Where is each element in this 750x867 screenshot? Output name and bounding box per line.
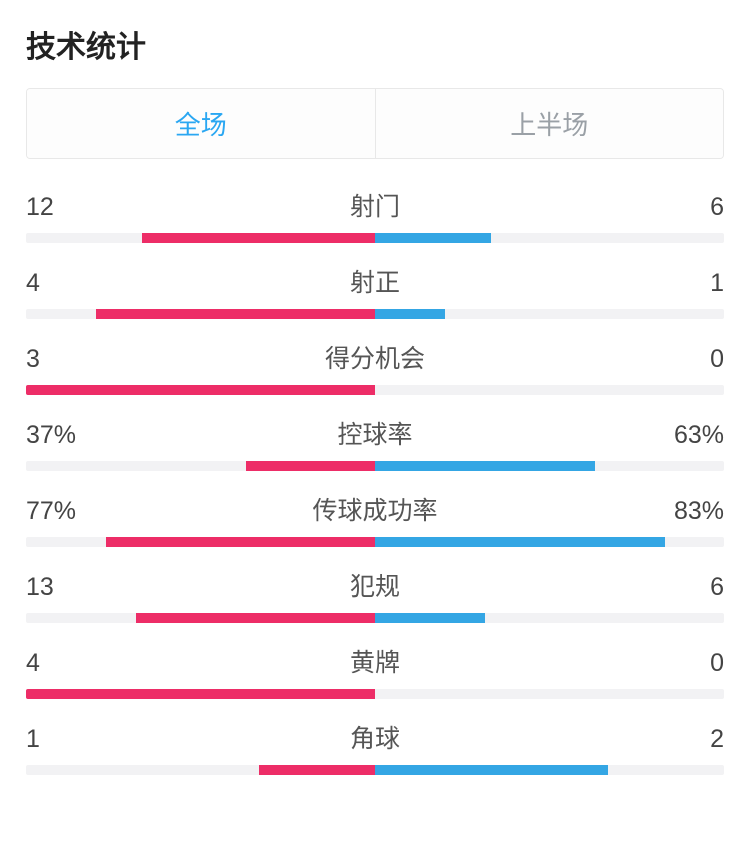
stat-value-left: 37%	[26, 421, 86, 450]
stat-name: 控球率	[86, 415, 664, 451]
stat-bar-right	[375, 537, 665, 547]
stats-panel: 技术统计 全场 上半场 12射门64射正13得分机会037%控球率63%77%传…	[0, 0, 750, 775]
stat-name: 角球	[86, 719, 664, 755]
stat-bar	[26, 613, 724, 623]
stat-value-left: 77%	[26, 497, 86, 526]
stat-labels: 4射正1	[26, 263, 724, 299]
stat-labels: 37%控球率63%	[26, 415, 724, 451]
stat-bar	[26, 461, 724, 471]
stat-name: 得分机会	[86, 339, 664, 375]
stat-bar-right	[375, 613, 485, 623]
stat-value-left: 13	[26, 573, 86, 602]
stat-bar-left	[26, 689, 375, 699]
stat-labels: 77%传球成功率83%	[26, 491, 724, 527]
stat-bar-right	[375, 309, 445, 319]
stats-list: 12射门64射正13得分机会037%控球率63%77%传球成功率83%13犯规6…	[26, 187, 724, 775]
stat-labels: 12射门6	[26, 187, 724, 223]
stat-bar	[26, 765, 724, 775]
stat-value-right: 6	[664, 573, 724, 602]
stat-bar	[26, 233, 724, 243]
stat-labels: 3得分机会0	[26, 339, 724, 375]
stat-name: 传球成功率	[86, 491, 664, 527]
tab-full-match[interactable]: 全场	[27, 89, 375, 158]
stat-value-right: 1	[664, 269, 724, 298]
tab-bar: 全场 上半场	[26, 88, 724, 159]
stat-bar-left	[136, 613, 375, 623]
stat-row: 37%控球率63%	[26, 415, 724, 471]
stat-bar-right	[375, 461, 595, 471]
stat-labels: 13犯规6	[26, 567, 724, 603]
stat-name: 黄牌	[86, 643, 664, 679]
stat-value-right: 63%	[664, 421, 724, 450]
stat-value-left: 3	[26, 345, 86, 374]
stat-row: 12射门6	[26, 187, 724, 243]
stat-name: 射正	[86, 263, 664, 299]
stat-bar-left	[246, 461, 375, 471]
stat-value-left: 4	[26, 269, 86, 298]
stat-bar-right	[375, 233, 491, 243]
stat-bar-left	[26, 385, 375, 395]
stat-value-right: 2	[664, 725, 724, 754]
stat-row: 3得分机会0	[26, 339, 724, 395]
stat-value-right: 83%	[664, 497, 724, 526]
stat-row: 77%传球成功率83%	[26, 491, 724, 547]
stat-bar-left	[106, 537, 375, 547]
stat-row: 13犯规6	[26, 567, 724, 623]
stat-row: 1角球2	[26, 719, 724, 775]
stat-labels: 1角球2	[26, 719, 724, 755]
stat-name: 射门	[86, 187, 664, 223]
stat-bar-right	[375, 765, 608, 775]
stat-labels: 4黄牌0	[26, 643, 724, 679]
tab-first-half[interactable]: 上半场	[375, 89, 724, 158]
stat-value-left: 1	[26, 725, 86, 754]
stat-bar-left	[259, 765, 375, 775]
stat-bar	[26, 689, 724, 699]
stat-bar	[26, 385, 724, 395]
stat-value-right: 6	[664, 193, 724, 222]
stat-value-left: 4	[26, 649, 86, 678]
stat-bar-left	[96, 309, 375, 319]
stat-bar	[26, 309, 724, 319]
page-title: 技术统计	[26, 22, 724, 66]
stat-value-left: 12	[26, 193, 86, 222]
stat-bar-left	[142, 233, 375, 243]
stat-name: 犯规	[86, 567, 664, 603]
stat-row: 4射正1	[26, 263, 724, 319]
stat-bar	[26, 537, 724, 547]
stat-value-right: 0	[664, 345, 724, 374]
stat-row: 4黄牌0	[26, 643, 724, 699]
stat-value-right: 0	[664, 649, 724, 678]
